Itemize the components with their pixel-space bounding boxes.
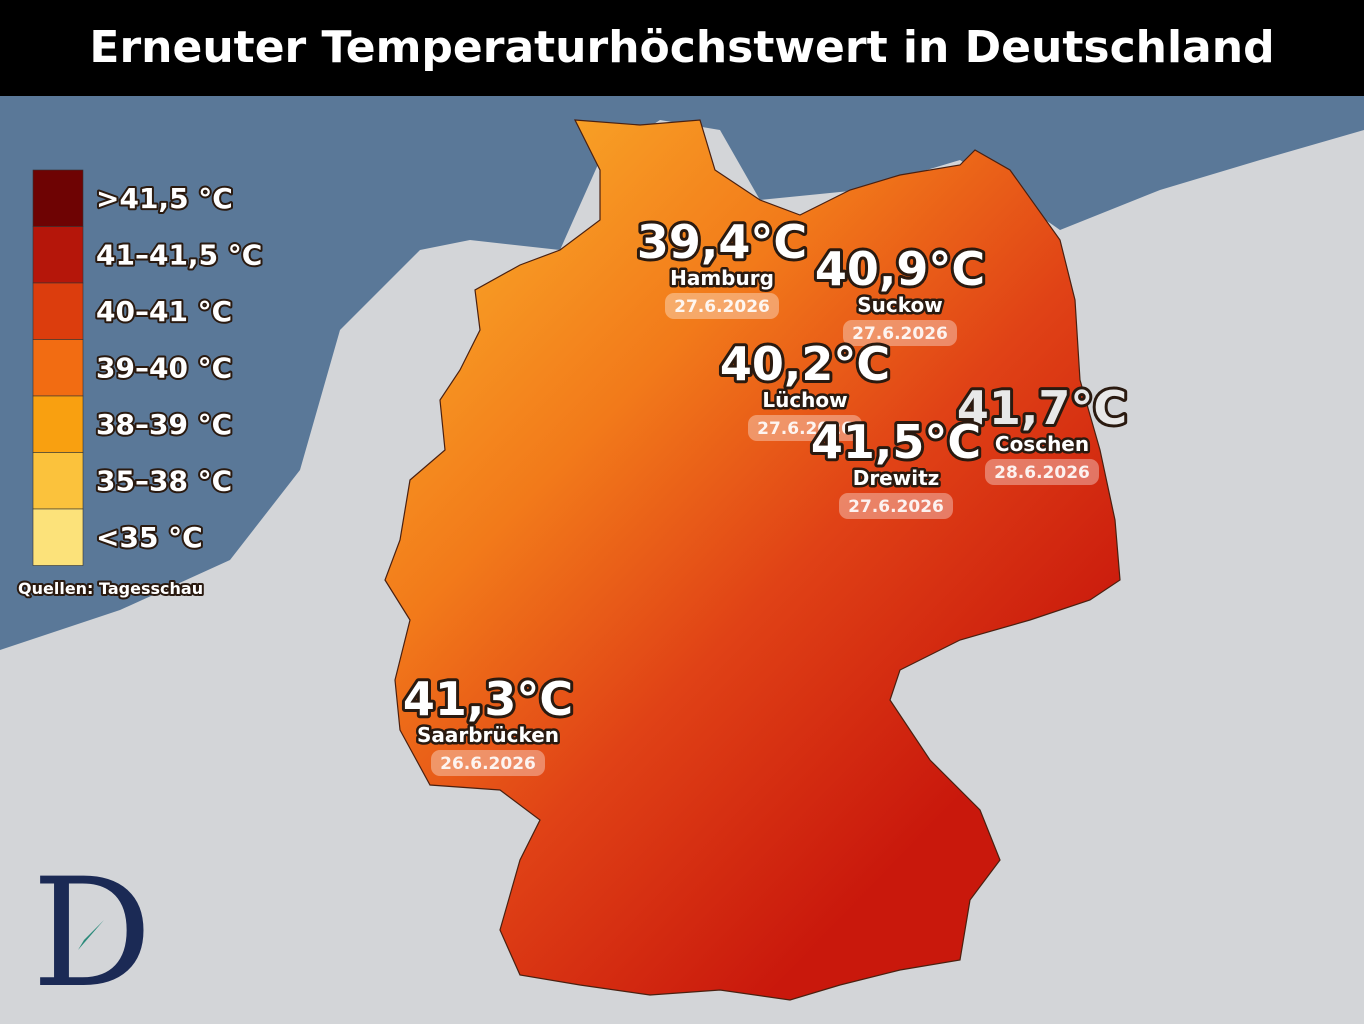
legend: >41,5 °C 41–41,5 °C 40–41 °C 39–40 °C 38–39 … — [32, 169, 264, 566]
title: Erneuter Temperaturhöchstwert in Deutsch… — [89, 22, 1274, 73]
date: 27.6.2026 — [674, 297, 770, 317]
legend-swatch — [32, 339, 84, 397]
legend-swatch — [32, 452, 84, 510]
legend-swatch — [32, 169, 84, 227]
date-badge — [665, 293, 779, 319]
city: Saarbrücken — [417, 723, 559, 747]
legend-swatch — [32, 282, 84, 340]
temperature: 40,9°C — [815, 242, 985, 296]
germany — [384, 119, 1121, 1001]
legend-label: 38–39 °C — [96, 408, 232, 441]
city: Hamburg — [670, 266, 774, 290]
legend-swatch — [32, 395, 84, 453]
city: Coschen — [995, 432, 1089, 456]
legend-label: 39–40 °C — [96, 352, 232, 385]
temperature: 40,2°C — [720, 337, 890, 391]
temperature: 39,4°C — [637, 215, 807, 269]
logo: D — [32, 847, 152, 1021]
temperature: 41,5°C — [811, 415, 981, 469]
legend-label: 41–41,5 °C — [96, 239, 262, 272]
date: 26.6.2026 — [440, 754, 536, 774]
date-badge — [985, 459, 1099, 485]
date: 28.6.2026 — [994, 463, 1090, 483]
date-badge — [839, 493, 953, 519]
source: Quellen: Tagesschau — [18, 579, 203, 598]
temperature: 41,3°C — [403, 672, 573, 726]
date-badge — [843, 320, 957, 346]
legend-swatch — [32, 226, 84, 284]
date-badge — [748, 415, 862, 441]
legend-label: 35–38 °C — [96, 465, 232, 498]
temperature: 41,7°C — [957, 381, 1127, 435]
title-bar — [0, 0, 1364, 96]
legend-label: 40–41 °C — [96, 295, 232, 328]
date: 27.6.2026 — [852, 324, 948, 344]
city: Lüchow — [762, 388, 847, 412]
city: Suckow — [857, 293, 942, 317]
date: 27.6.2026 — [848, 497, 944, 517]
legend-label: <35 °C — [96, 521, 203, 554]
logo-needle — [78, 920, 104, 950]
legend-label: >41,5 °C — [96, 182, 233, 215]
city: Drewitz — [853, 466, 940, 490]
date: 27.6.2026 — [757, 419, 853, 439]
date-badge — [431, 750, 545, 776]
legend-swatch — [32, 508, 84, 566]
